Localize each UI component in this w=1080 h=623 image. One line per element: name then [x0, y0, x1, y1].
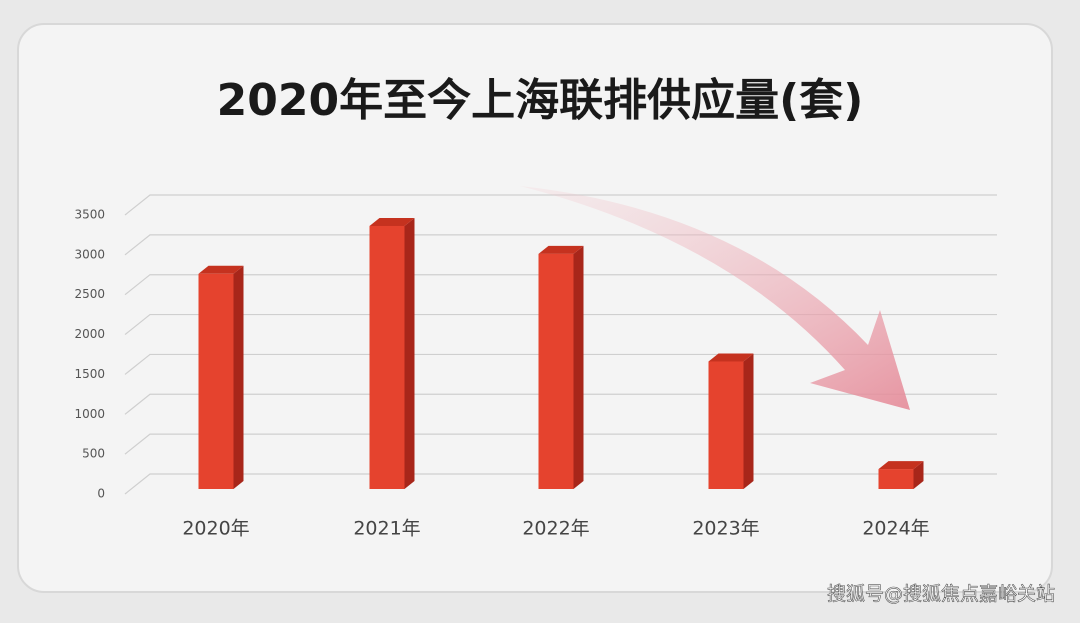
y-tick-label: 1500 [74, 367, 105, 381]
bar-top [538, 245, 584, 254]
grid-line [124, 353, 997, 375]
card [17, 23, 1053, 593]
x-tick-label: 2021年 [353, 518, 420, 540]
watermark: 搜狐号@搜狐焦点嘉峪关站 [827, 583, 1055, 605]
y-tick-label: 500 [82, 447, 105, 461]
grid-line [124, 274, 997, 296]
bar-top [708, 353, 754, 362]
y-tick-label: 3000 [74, 247, 105, 261]
bar [708, 361, 744, 489]
bar-side [743, 353, 754, 489]
x-tick-label: 2024年 [862, 518, 929, 540]
x-tick-label: 2022年 [522, 518, 589, 540]
x-tick-label: 2020年 [182, 518, 249, 540]
grid-line [124, 313, 997, 336]
bar-side [913, 461, 924, 489]
bar [369, 225, 405, 489]
bar-side [573, 245, 584, 489]
bar [878, 469, 914, 489]
y-tick-label: 0 [97, 487, 105, 501]
grid-line [124, 234, 997, 256]
bar-top [878, 461, 924, 470]
y-tick-label: 2000 [74, 327, 105, 341]
bar-side [233, 265, 244, 489]
bar [538, 253, 574, 489]
y-tick-label: 1000 [74, 407, 105, 421]
bar-top [369, 217, 415, 226]
trend-arrow [520, 186, 910, 410]
chart-title: 2020年至今上海联排供应量(套) [217, 75, 864, 126]
y-tick-label: 3500 [74, 208, 105, 222]
grid-line [124, 194, 997, 216]
y-tick-label: 2500 [74, 287, 105, 301]
bar-top [198, 265, 244, 274]
bar [198, 273, 234, 489]
bar-side [404, 217, 415, 489]
x-tick-label: 2023年 [692, 518, 759, 540]
